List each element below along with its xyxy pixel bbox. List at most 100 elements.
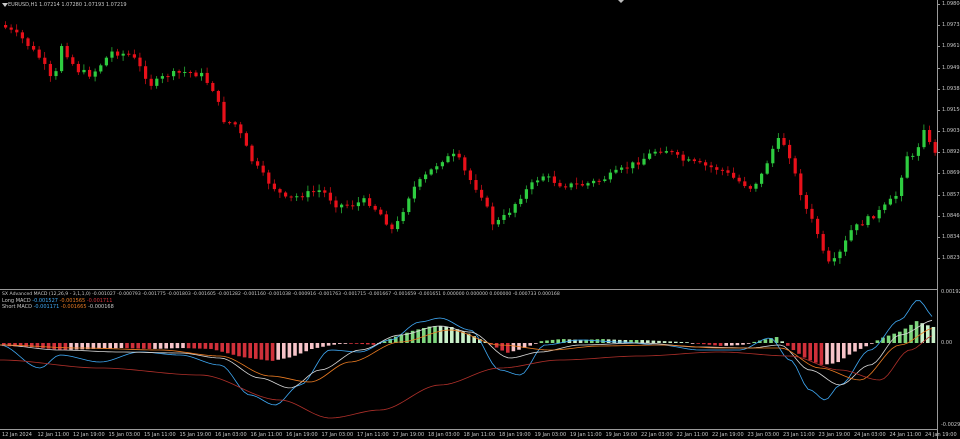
candle-body bbox=[480, 189, 484, 198]
histogram-bar bbox=[349, 343, 353, 344]
candle-body bbox=[524, 189, 528, 199]
candle-body bbox=[670, 151, 674, 153]
collapse-triangle-icon[interactable] bbox=[2, 3, 8, 7]
price-axis-label: 1.08460 bbox=[942, 212, 960, 219]
candle-body bbox=[715, 167, 719, 170]
histogram-bar bbox=[405, 332, 409, 343]
candle-body bbox=[771, 148, 775, 164]
candle-body bbox=[754, 183, 758, 189]
candle-body bbox=[457, 153, 461, 158]
histogram-bar bbox=[786, 343, 790, 346]
candle-body bbox=[485, 197, 489, 207]
histogram-bar bbox=[125, 343, 129, 349]
candle-body bbox=[530, 182, 534, 190]
time-axis-label: 22 Jan 11:00 bbox=[676, 432, 709, 438]
histogram-bar bbox=[758, 340, 762, 343]
candle-body bbox=[631, 162, 635, 169]
histogram-bar bbox=[343, 343, 348, 344]
time-axis-label: 17 Jan 11:00 bbox=[357, 432, 389, 438]
candle-body bbox=[502, 214, 506, 220]
histogram-bar bbox=[35, 343, 40, 348]
candle-body bbox=[160, 76, 164, 79]
histogram-bar bbox=[634, 340, 639, 343]
candle-body bbox=[9, 27, 13, 30]
candle-body bbox=[272, 183, 276, 190]
histogram-bar bbox=[590, 339, 594, 343]
time-axis-label: 18 Jan 11:00 bbox=[463, 432, 496, 438]
candle-body bbox=[726, 170, 730, 173]
candle-body bbox=[838, 251, 842, 259]
histogram-bar bbox=[382, 341, 387, 343]
histogram-bar bbox=[718, 343, 723, 346]
histogram-bar bbox=[562, 339, 566, 343]
candle-body bbox=[849, 230, 853, 241]
histogram-bar bbox=[478, 339, 482, 343]
histogram-bar bbox=[265, 343, 269, 361]
candle-body bbox=[351, 205, 355, 207]
histogram-bar bbox=[657, 340, 661, 343]
histogram-bar bbox=[338, 343, 342, 344]
pane-separator[interactable] bbox=[0, 289, 937, 290]
time-axis-label: 19 Jan 03:00 bbox=[534, 432, 567, 438]
candle-body bbox=[261, 165, 265, 173]
histogram-bar bbox=[550, 339, 555, 343]
histogram-bar bbox=[450, 327, 454, 343]
candle-body bbox=[144, 66, 148, 79]
candle-body bbox=[888, 198, 892, 205]
price-axis-tick bbox=[937, 258, 940, 259]
histogram-bar bbox=[30, 343, 34, 347]
candle-body bbox=[491, 206, 495, 225]
candle-body bbox=[15, 29, 19, 33]
candle-body bbox=[88, 69, 92, 77]
histogram-bar bbox=[147, 343, 152, 349]
histogram-bar bbox=[438, 326, 443, 343]
candle-body bbox=[93, 71, 97, 77]
histogram-bar bbox=[24, 343, 28, 347]
histogram-bar bbox=[808, 343, 812, 361]
price-axis-tick bbox=[937, 215, 940, 217]
candle-body bbox=[138, 57, 142, 67]
time-axis-line bbox=[0, 429, 937, 430]
histogram-bar bbox=[506, 343, 510, 353]
histogram-bar bbox=[254, 343, 258, 359]
histogram-bar bbox=[119, 343, 124, 349]
time-axis-label: 24 Jan 11:00 bbox=[889, 432, 922, 438]
candle-body bbox=[60, 46, 64, 72]
candle-body bbox=[872, 216, 876, 219]
price-axis[interactable] bbox=[937, 0, 960, 439]
histogram-bar bbox=[752, 341, 756, 343]
time-axis-label: 23 Jan 03:00 bbox=[747, 432, 780, 438]
candle-body bbox=[933, 142, 937, 153]
histogram-bar bbox=[321, 343, 325, 347]
time-axis-label: 18 Jan 19:00 bbox=[499, 432, 531, 438]
histogram-bar bbox=[612, 339, 616, 343]
signal-line-fast bbox=[0, 319, 933, 389]
histogram-bar bbox=[556, 339, 560, 343]
histogram-bar bbox=[114, 343, 118, 349]
candle-body bbox=[26, 38, 30, 46]
price-axis-label: 1.08690 bbox=[942, 170, 960, 177]
candle-body bbox=[832, 258, 836, 262]
histogram-bar bbox=[679, 341, 684, 343]
histogram-bar bbox=[80, 343, 84, 350]
histogram-bar bbox=[326, 343, 331, 346]
histogram-bar bbox=[494, 343, 499, 348]
histogram-bar bbox=[220, 343, 224, 352]
candle-body bbox=[384, 214, 388, 225]
candle-body bbox=[149, 78, 153, 86]
time-axis-label: 17 Jan 03:00 bbox=[321, 432, 354, 438]
histogram-bar bbox=[298, 343, 303, 354]
short-macd-label: Short MACD bbox=[2, 304, 32, 310]
histogram-bar bbox=[366, 343, 370, 345]
candle-body bbox=[317, 190, 321, 192]
histogram-bar bbox=[472, 336, 476, 343]
candle-body bbox=[390, 224, 394, 230]
long-macd-line bbox=[0, 335, 933, 419]
candle-body bbox=[188, 72, 192, 74]
histogram-bar bbox=[58, 343, 62, 350]
histogram-bar bbox=[926, 325, 930, 343]
histogram-bar bbox=[231, 343, 236, 355]
histogram-bar bbox=[142, 343, 146, 349]
